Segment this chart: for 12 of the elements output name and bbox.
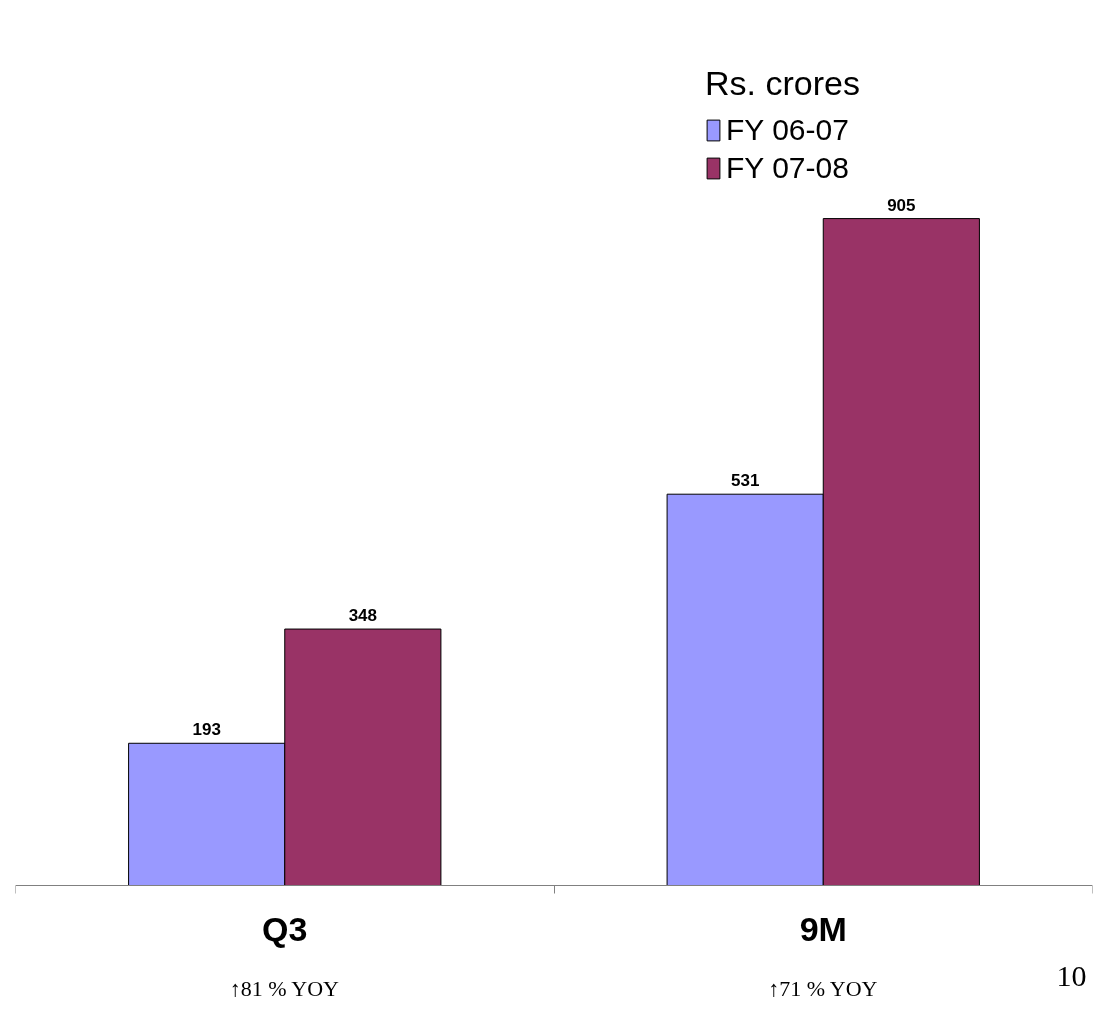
data-label: 193 — [192, 720, 221, 740]
legend-label: FY 07-08 — [726, 151, 849, 185]
text: ↑81 % YOY — [229, 975, 340, 1001]
data-label: 905 — [887, 195, 916, 215]
data-label: 531 — [730, 471, 760, 491]
x-tick-label: Q3 — [262, 909, 308, 948]
text: ↑71 % YOY — [768, 975, 878, 1001]
data-label: 348 — [348, 606, 378, 626]
x-tick-label: 9M — [799, 909, 847, 948]
legend-label: FY 06-07 — [726, 113, 849, 147]
text: 10 — [1056, 958, 1087, 992]
legend-title: Rs. crores — [705, 64, 860, 103]
